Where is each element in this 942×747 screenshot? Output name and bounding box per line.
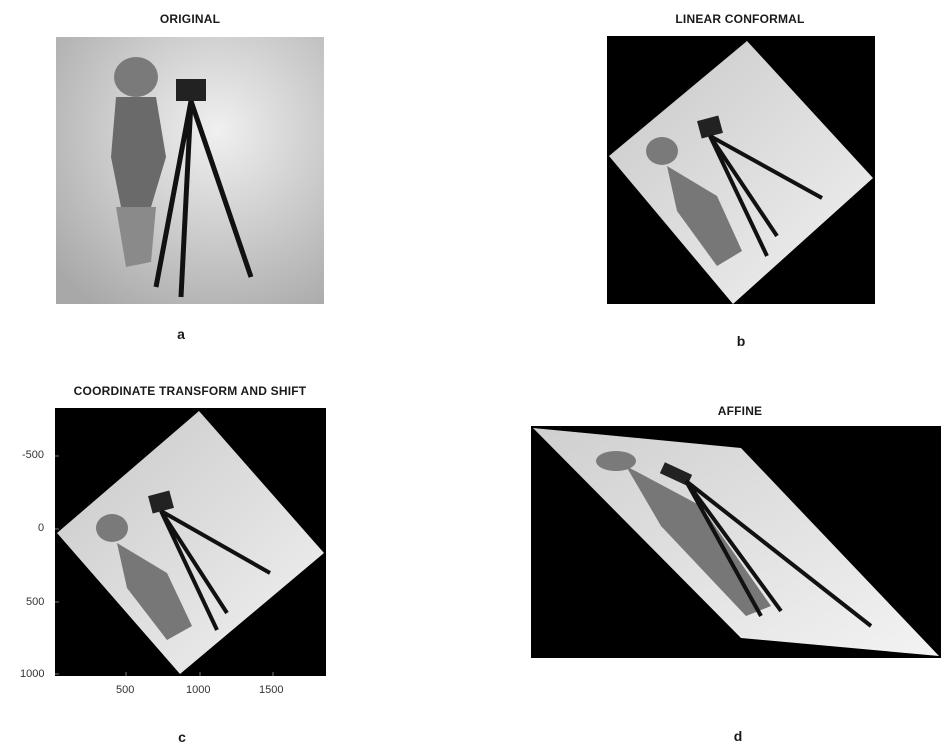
panel-a-title: ORIGINAL	[159, 12, 221, 26]
x-tick-label: 1000	[186, 684, 211, 696]
panel-b-image	[607, 36, 875, 304]
panel-a-image	[56, 37, 324, 304]
panel-b-caption: b	[736, 333, 746, 349]
panel-c-axes	[55, 408, 326, 676]
y-tick-label: 0	[38, 522, 45, 534]
panel-a-caption: a	[177, 326, 185, 342]
y-tick-label: 1000	[20, 668, 45, 680]
x-tick-label: 500	[116, 684, 135, 696]
y-tick-label: -500	[22, 449, 45, 461]
y-tick-label: 500	[26, 596, 45, 608]
panel-d-caption: d	[733, 728, 743, 744]
panel-c-caption: c	[178, 729, 186, 745]
panel-d-title: AFFINE	[717, 404, 763, 418]
panel-d-image	[531, 426, 941, 658]
x-tick-label: 1500	[259, 684, 284, 696]
panel-c-title: COORDINATE TRANSFORM AND SHIFT	[73, 384, 307, 398]
panel-b-title: LINEAR CONFORMAL	[675, 12, 805, 26]
